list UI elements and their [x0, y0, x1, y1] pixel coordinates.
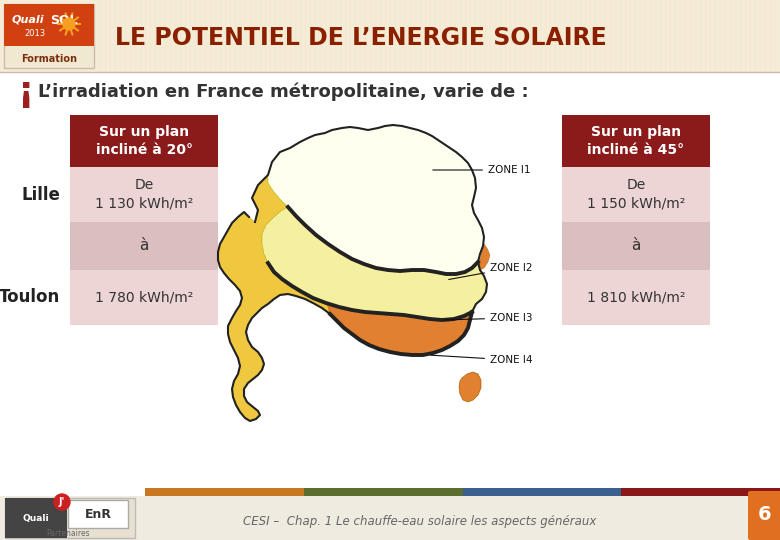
- FancyBboxPatch shape: [748, 491, 780, 540]
- Text: 1 780 kWh/m²: 1 780 kWh/m²: [95, 291, 193, 305]
- Text: 2013: 2013: [24, 30, 45, 38]
- FancyBboxPatch shape: [145, 488, 303, 496]
- Text: 6: 6: [758, 505, 772, 524]
- FancyBboxPatch shape: [70, 270, 218, 325]
- FancyBboxPatch shape: [0, 80, 780, 500]
- FancyBboxPatch shape: [70, 115, 218, 167]
- Text: ZONE I1: ZONE I1: [433, 165, 530, 175]
- Text: Quali: Quali: [12, 15, 44, 25]
- FancyBboxPatch shape: [562, 222, 710, 270]
- Text: Formation: Formation: [21, 54, 77, 64]
- FancyBboxPatch shape: [4, 4, 94, 46]
- Text: ZONE I4: ZONE I4: [431, 355, 533, 365]
- FancyBboxPatch shape: [562, 167, 710, 222]
- FancyBboxPatch shape: [621, 488, 780, 496]
- Text: EnR: EnR: [84, 508, 112, 521]
- FancyBboxPatch shape: [0, 496, 780, 540]
- FancyBboxPatch shape: [562, 270, 710, 325]
- Text: L’irradiation en France métropolitaine, varie de :: L’irradiation en France métropolitaine, …: [38, 83, 529, 102]
- Polygon shape: [268, 125, 484, 274]
- FancyBboxPatch shape: [70, 222, 218, 270]
- FancyBboxPatch shape: [5, 498, 67, 538]
- Text: 1 810 kWh/m²: 1 810 kWh/m²: [587, 291, 685, 305]
- Text: SOL: SOL: [50, 14, 78, 26]
- FancyBboxPatch shape: [70, 167, 218, 222]
- Text: à: à: [631, 239, 640, 253]
- Text: ZONE I2: ZONE I2: [448, 263, 533, 280]
- Polygon shape: [459, 372, 481, 402]
- FancyBboxPatch shape: [0, 0, 780, 72]
- Polygon shape: [262, 207, 487, 320]
- FancyBboxPatch shape: [562, 115, 710, 167]
- Text: CESI –  Chap. 1 Le chauffe-eau solaire les aspects généraux: CESI – Chap. 1 Le chauffe-eau solaire le…: [243, 516, 597, 529]
- FancyBboxPatch shape: [68, 500, 128, 528]
- Text: Lille: Lille: [21, 186, 60, 204]
- Text: De
1 150 kWh/m²: De 1 150 kWh/m²: [587, 178, 685, 211]
- Text: LE POTENTIEL DE L’ENERGIE SOLAIRE: LE POTENTIEL DE L’ENERGIE SOLAIRE: [115, 26, 607, 50]
- Text: Toulon: Toulon: [0, 288, 60, 307]
- Polygon shape: [218, 175, 472, 421]
- Text: J': J': [58, 497, 66, 507]
- FancyBboxPatch shape: [303, 488, 463, 496]
- FancyBboxPatch shape: [4, 4, 94, 68]
- Polygon shape: [313, 244, 490, 355]
- Circle shape: [54, 494, 70, 510]
- Text: ZONE I3: ZONE I3: [445, 313, 533, 323]
- Text: Sur un plan
incliné à 20°: Sur un plan incliné à 20°: [95, 125, 193, 157]
- FancyBboxPatch shape: [5, 498, 135, 538]
- Text: Quali: Quali: [23, 515, 49, 523]
- Text: Partenaires: Partenaires: [46, 530, 90, 538]
- Text: De
1 130 kWh/m²: De 1 130 kWh/m²: [95, 178, 193, 211]
- Circle shape: [63, 18, 75, 30]
- FancyBboxPatch shape: [463, 488, 621, 496]
- Text: à: à: [140, 239, 149, 253]
- Text: Sur un plan
incliné à 45°: Sur un plan incliné à 45°: [587, 125, 685, 157]
- Text: ¡: ¡: [18, 75, 34, 109]
